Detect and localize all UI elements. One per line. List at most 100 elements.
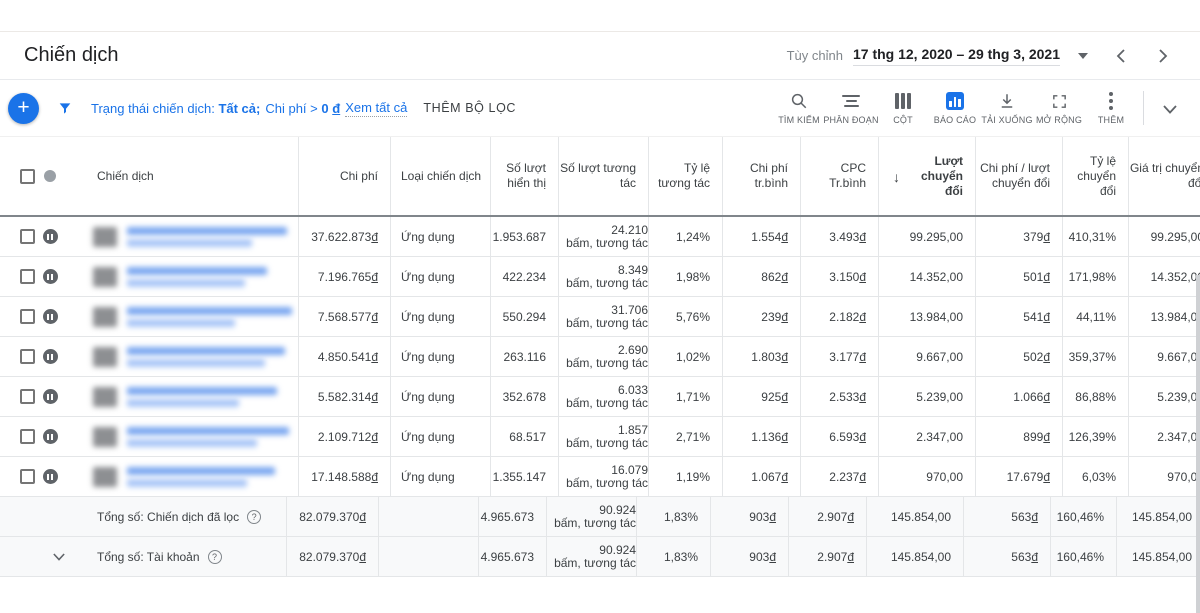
add-campaign-button[interactable] — [8, 93, 39, 124]
row-status-cell — [36, 217, 64, 256]
header-conversions-sorted[interactable]: ↓ Lượt chuyển đổi — [878, 137, 975, 215]
impressions-cell: 263.116 — [490, 337, 558, 376]
date-dropdown-caret-icon[interactable] — [1078, 53, 1088, 59]
header-conversion-rate[interactable]: Tỷ lệ chuyển đổi — [1062, 137, 1128, 215]
header-avg-cpc[interactable]: CPC Tr.bình — [800, 137, 878, 215]
row-select-cell — [0, 297, 36, 336]
conversion-rate-cell: 86,88% — [1062, 377, 1128, 416]
paused-status-icon[interactable] — [43, 229, 58, 244]
segment-button[interactable]: PHÂN ĐOẠN — [825, 89, 877, 125]
vertical-scrollbar[interactable] — [1196, 275, 1200, 613]
campaign-name-line1 — [127, 347, 285, 355]
currency-dong: đ — [371, 470, 378, 484]
currency-dong: đ — [781, 230, 788, 244]
filter-campaign-status[interactable]: Trạng thái chiến dịch: Tất cả; — [91, 101, 260, 116]
toolbar-divider — [1143, 91, 1144, 125]
currency-dong: đ — [1043, 230, 1050, 244]
view-all-filters-link[interactable]: Xem tất cả — [345, 100, 407, 117]
currency-dong: đ — [847, 510, 854, 524]
status-dot-icon[interactable] — [44, 170, 56, 182]
row-checkbox[interactable] — [20, 269, 35, 284]
header-interactions[interactable]: Số lượt tương tác — [558, 137, 648, 215]
more-button[interactable]: THÊM — [1085, 89, 1137, 125]
campaign-name-cell[interactable] — [64, 377, 298, 416]
table-row: 4.850.541 đ Ứng dụng 263.116 2.690bấm, t… — [0, 337, 1200, 377]
paused-status-icon[interactable] — [43, 429, 58, 444]
header-conversion-value[interactable]: Giá trị chuyển đổi — [1128, 137, 1200, 215]
campaign-name-cell[interactable] — [64, 457, 298, 496]
header-campaign-type[interactable]: Loại chiến dịch — [390, 137, 490, 215]
totals-label: Tổng số: Tài khoản — [97, 550, 200, 564]
download-button[interactable]: TẢI XUỐNG — [981, 89, 1033, 125]
header-cost-per-conversion[interactable]: Chi phí / lượt chuyển đổi — [975, 137, 1062, 215]
paused-status-icon[interactable] — [43, 269, 58, 284]
collapse-table-button[interactable] — [1150, 91, 1190, 127]
header-avg-cost[interactable]: Chi phí tr.bình — [722, 137, 800, 215]
currency-dong: đ — [1043, 470, 1050, 484]
date-preset-label: Tùy chỉnh — [787, 48, 843, 63]
expand-button[interactable]: MỞ RỘNG — [1033, 89, 1085, 125]
header-conversions-label: Lượt chuyển đổi — [909, 154, 963, 199]
conversion-value-cell: 14.352,00 — [1128, 257, 1200, 296]
avg-cost-cell: 1.554 đ — [722, 217, 800, 256]
paused-status-icon[interactable] — [43, 349, 58, 364]
cost-per-conversion-cell: 1.066 đ — [975, 377, 1062, 416]
currency-dong: đ — [781, 270, 788, 284]
avg-cpc-cell: 3.150 đ — [800, 257, 878, 296]
campaign-name-cell[interactable] — [64, 417, 298, 456]
cost-per-conversion-cell: 502 đ — [975, 337, 1062, 376]
total-conversion-rate-cell: 160,46% — [1050, 537, 1116, 576]
help-icon[interactable] — [208, 550, 222, 564]
search-button[interactable]: TÌM KIẾM — [773, 89, 825, 125]
campaign-name-cell[interactable] — [64, 217, 298, 256]
campaign-name-cell[interactable] — [64, 257, 298, 296]
filter-cost-value: 0 — [321, 101, 328, 116]
date-prev-button[interactable] — [1108, 43, 1134, 69]
date-range-bar: Tùy chỉnh 17 thg 12, 2020 – 29 thg 3, 20… — [787, 43, 1176, 69]
campaign-name-cell[interactable] — [64, 337, 298, 376]
columns-button[interactable]: CỘT — [877, 89, 929, 125]
header-impressions[interactable]: Số lượt hiển thị — [490, 137, 558, 215]
currency-dong: đ — [1043, 390, 1050, 404]
currency-dong: đ — [781, 310, 788, 324]
table-totals: Tổng số: Chiến dịch đã lọc 82.079.370 đ … — [0, 497, 1200, 577]
total-avg-cpc-cell: 2.907 đ — [788, 537, 866, 576]
campaign-name-cell[interactable] — [64, 297, 298, 336]
select-all-checkbox[interactable] — [20, 169, 35, 184]
row-checkbox[interactable] — [20, 309, 35, 324]
interactions-count: 24.210 — [611, 224, 648, 237]
cost-cell: 7.196.765 đ — [298, 257, 390, 296]
header-interaction-rate[interactable]: Tỷ lệ tương tác — [648, 137, 722, 215]
add-filter-button[interactable]: THÊM BỘ LỌC — [423, 101, 516, 115]
paused-status-icon[interactable] — [43, 309, 58, 324]
interactions-count: 8.349 — [618, 264, 648, 277]
filter-cost[interactable]: Chi phí > 0 đ — [265, 101, 340, 116]
interaction-rate-cell: 1,19% — [648, 457, 722, 496]
paused-status-icon[interactable] — [43, 469, 58, 484]
conversion-rate-cell: 6,03% — [1062, 457, 1128, 496]
help-icon[interactable] — [247, 510, 261, 524]
row-checkbox[interactable] — [20, 469, 35, 484]
currency-dong: đ — [769, 510, 776, 524]
row-checkbox[interactable] — [20, 349, 35, 364]
header-campaign[interactable]: Chiến dịch — [64, 137, 298, 215]
filter-funnel-icon[interactable] — [57, 100, 73, 116]
cost-per-conversion-cell: 501 đ — [975, 257, 1062, 296]
avg-cpc-cell: 3.493 đ — [800, 217, 878, 256]
row-checkbox[interactable] — [20, 229, 35, 244]
row-checkbox[interactable] — [20, 389, 35, 404]
avg-cost-cell: 1.136 đ — [722, 417, 800, 456]
header-cost[interactable]: Chi phí — [298, 137, 390, 215]
row-status-cell — [36, 257, 64, 296]
expand-totals-chevron[interactable] — [50, 548, 68, 566]
sort-descending-icon: ↓ — [893, 170, 900, 185]
date-next-button[interactable] — [1150, 43, 1176, 69]
chevron-right-icon — [1158, 49, 1168, 63]
row-checkbox[interactable] — [20, 429, 35, 444]
report-button[interactable]: BÁO CÁO — [929, 89, 981, 125]
currency-dong: đ — [859, 350, 866, 364]
currency-dong: đ — [781, 350, 788, 364]
interactions-count: 1.857 — [618, 424, 648, 437]
paused-status-icon[interactable] — [43, 389, 58, 404]
date-range-value[interactable]: 17 thg 12, 2020 – 29 thg 3, 2021 — [853, 46, 1060, 66]
